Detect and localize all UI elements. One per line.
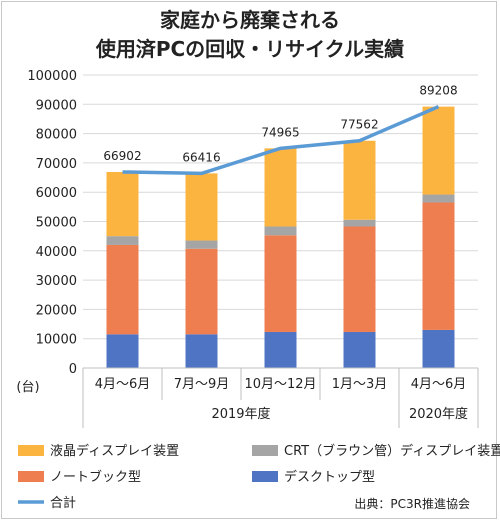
total-data-labels: 66902 66416 74965 77562 89208 bbox=[103, 84, 457, 165]
bar-segment bbox=[264, 148, 297, 227]
legend-swatch bbox=[252, 471, 278, 482]
bar-segment bbox=[343, 140, 376, 220]
bar-segment bbox=[343, 331, 376, 368]
legend-label: 液晶ディスプレイ装置 bbox=[50, 443, 179, 459]
bar-segment bbox=[264, 235, 297, 332]
total-data-label: 89208 bbox=[419, 84, 457, 98]
total-data-label: 77562 bbox=[340, 118, 378, 132]
y-axis-unit: (台) bbox=[16, 380, 39, 395]
bar-segment bbox=[106, 244, 139, 335]
bar-segment bbox=[343, 226, 376, 332]
legend-label: CRT（ブラウン管）ディスプレイ装置 bbox=[284, 443, 500, 459]
total-series-line bbox=[122, 105, 440, 176]
bar-segment bbox=[106, 171, 139, 237]
y-tick-label: 10000 bbox=[36, 333, 77, 348]
legend-label-total: 合計 bbox=[50, 495, 76, 511]
legend-swatch bbox=[252, 445, 278, 456]
legend-label: ノートブック型 bbox=[50, 469, 141, 485]
legend-swatch bbox=[18, 471, 44, 482]
bar-segment bbox=[106, 236, 139, 245]
x-category-label: 4月～6月 bbox=[411, 377, 467, 392]
source-note: 出典：PC3R推進協会 bbox=[354, 496, 470, 511]
x-category-label: 7月～9月 bbox=[174, 377, 230, 392]
x-category-label: 10月～12月 bbox=[244, 377, 316, 392]
y-tick-label: 30000 bbox=[36, 274, 77, 289]
total-data-label: 74965 bbox=[261, 125, 299, 139]
y-tick-label: 80000 bbox=[36, 128, 77, 143]
chart-title-line1: 家庭から廃棄される bbox=[160, 8, 340, 32]
bar-segment bbox=[264, 226, 297, 236]
x-group-label: 2020年度 bbox=[409, 406, 468, 422]
y-tick-label: 20000 bbox=[36, 303, 77, 318]
total-data-label: 66416 bbox=[182, 150, 220, 164]
y-tick-label: 60000 bbox=[36, 186, 77, 201]
bar-segment bbox=[185, 248, 218, 335]
bar-segment bbox=[422, 194, 455, 203]
legend-swatch bbox=[18, 445, 44, 456]
bar-segment bbox=[422, 202, 455, 330]
chart-title-line2: 使用済PCの回収・リサイクル実績 bbox=[95, 37, 404, 61]
bars bbox=[106, 106, 455, 368]
x-category-label: 1月～3月 bbox=[332, 377, 388, 392]
bar-segment bbox=[185, 240, 218, 249]
bar-segment bbox=[264, 331, 297, 368]
bar-segment bbox=[185, 334, 218, 368]
bar-segment bbox=[422, 329, 455, 368]
y-tick-label: 100000 bbox=[27, 69, 77, 84]
bar-segment bbox=[422, 106, 455, 195]
bar-segment bbox=[106, 334, 139, 368]
y-tick-label: 0 bbox=[69, 362, 77, 377]
x-group-label: 2019年度 bbox=[211, 406, 270, 422]
total-data-label: 66902 bbox=[103, 149, 141, 163]
total-line bbox=[122, 105, 440, 176]
bar-segment bbox=[343, 219, 376, 227]
y-axis-ticks: 0 10000 20000 30000 40000 50000 60000 70000 8000… bbox=[27, 69, 77, 377]
x-axis: 4月～6月 7月～9月 10月～12月 1月～3月 4月～6月 2019年度 2020年度 bbox=[82, 367, 479, 428]
x-category-label: 4月～6月 bbox=[95, 377, 151, 392]
bar-segment bbox=[185, 173, 218, 241]
y-tick-label: 90000 bbox=[36, 98, 77, 113]
y-tick-label: 50000 bbox=[36, 216, 77, 231]
y-tick-label: 70000 bbox=[36, 157, 77, 172]
y-tick-label: 40000 bbox=[36, 245, 77, 260]
legend-label: デスクトップ型 bbox=[284, 469, 375, 485]
